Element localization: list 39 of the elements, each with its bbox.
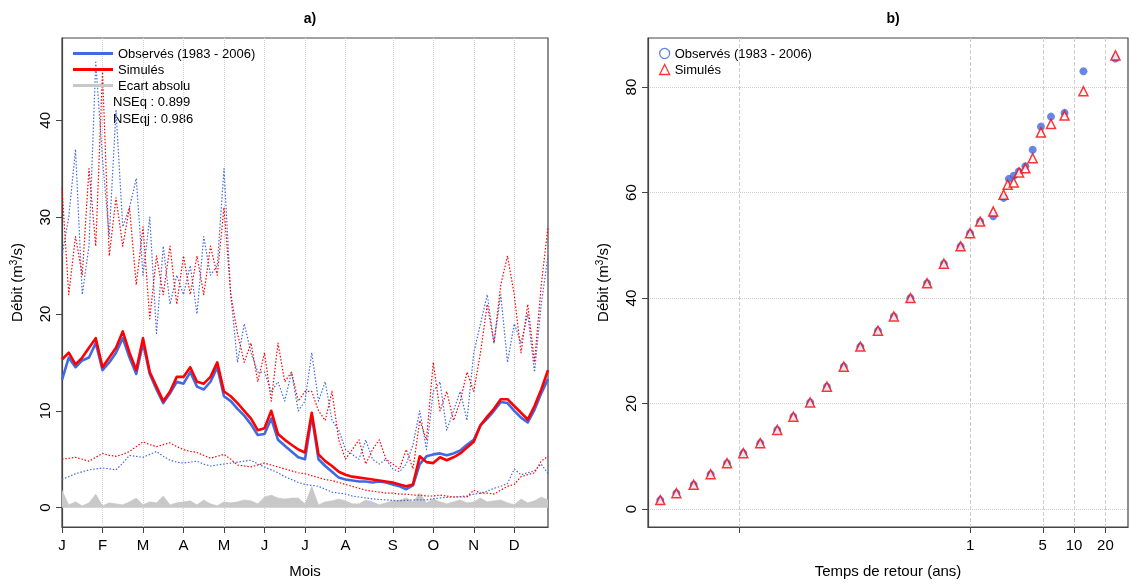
y-tick-label: 0 [36, 503, 53, 512]
x-tick-label: 5 [1038, 536, 1047, 553]
chart-title: b) [886, 10, 900, 26]
y-axis-title: Débit (m3/s) [593, 243, 611, 322]
y-axis-title: Débit (m3/s) [7, 243, 25, 322]
x-tick-label: A [340, 536, 351, 553]
x-tick-label: 1 [965, 536, 975, 553]
y-tick-label: 40 [622, 289, 639, 307]
y-tick-label: 10 [36, 402, 53, 420]
x-tick-label: O [427, 536, 440, 553]
y-tick-label: 20 [36, 305, 53, 323]
y-tick-label: 30 [36, 208, 53, 226]
x-tick-label: M [217, 536, 231, 553]
annotation: NSEqj : 0.986 [113, 111, 194, 126]
x-tick-label: N [468, 536, 480, 553]
x-axis-title: Mois [289, 562, 321, 579]
x-tick-label: J [301, 536, 309, 553]
legend-label: Simulés [118, 62, 165, 77]
x-axis-title: Temps de retour (ans) [814, 562, 962, 579]
legend-label: Observés (1983 - 2006) [674, 46, 812, 61]
x-tick-label: D [508, 536, 520, 553]
y-tick-label: 80 [622, 78, 639, 96]
x-tick-label: A [178, 536, 189, 553]
x-tick-label: M [136, 536, 150, 553]
legend-label: Simulés [674, 62, 722, 77]
x-tick-label: 20 [1097, 536, 1114, 553]
y-tick-label: 60 [622, 184, 639, 201]
y-tick-label: 0 [622, 504, 639, 514]
annotation: NSEq : 0.899 [113, 94, 191, 109]
y-tick-label: 20 [622, 395, 639, 412]
legend-label: Observés (1983 - 2006) [118, 46, 256, 61]
chart-title: a) [303, 10, 317, 26]
x-tick-label: 10 [1065, 536, 1083, 553]
x-tick-label: J [260, 536, 269, 553]
x-tick-label: J [58, 536, 66, 553]
legend-label: Ecart absolu [118, 78, 191, 93]
y-tick-label: 40 [36, 111, 53, 129]
x-tick-label: F [97, 536, 108, 553]
x-tick-label: S [387, 536, 398, 553]
